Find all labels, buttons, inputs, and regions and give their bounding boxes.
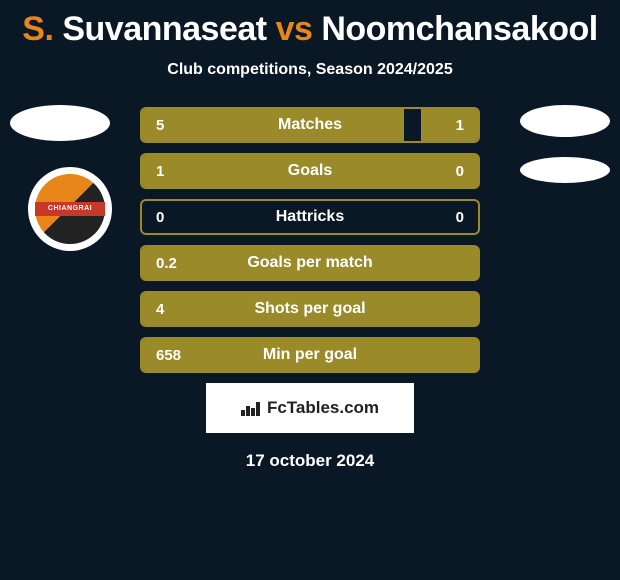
stat-value-right: 0 bbox=[456, 209, 464, 226]
chart-icon bbox=[241, 400, 263, 416]
stat-value-right: 0 bbox=[456, 163, 464, 180]
player1-avatar bbox=[10, 105, 110, 141]
stat-row: 1Goals0 bbox=[140, 153, 480, 189]
club-logo-icon: CHIANGRAI bbox=[35, 174, 105, 244]
stat-bars: 5Matches11Goals00Hattricks00.2Goals per … bbox=[140, 107, 480, 373]
comparison-title: S. Suvannaseat vs Noomchansakool bbox=[0, 0, 620, 49]
badge-text: FcTables.com bbox=[267, 398, 379, 418]
club-logo-band: CHIANGRAI bbox=[35, 202, 105, 216]
player1-last: Suvannaseat bbox=[62, 10, 266, 48]
stat-value-right: 1 bbox=[456, 117, 464, 134]
stat-row: 4Shots per goal bbox=[140, 291, 480, 327]
player1-club-logo: CHIANGRAI bbox=[28, 167, 112, 251]
player2-name: Noomchansakool bbox=[321, 10, 597, 48]
stat-label: Hattricks bbox=[142, 208, 478, 226]
stat-label: Shots per goal bbox=[142, 300, 478, 318]
stats-area: CHIANGRAI 5Matches11Goals00Hattricks00.2… bbox=[0, 107, 620, 373]
player1-first: S. bbox=[22, 10, 53, 48]
player2-club-avatar bbox=[520, 157, 610, 183]
stat-row: 5Matches1 bbox=[140, 107, 480, 143]
stat-row: 658Min per goal bbox=[140, 337, 480, 373]
stat-label: Goals per match bbox=[142, 254, 478, 272]
stat-row: 0.2Goals per match bbox=[140, 245, 480, 281]
source-badge[interactable]: FcTables.com bbox=[206, 383, 414, 433]
stat-label: Goals bbox=[142, 162, 478, 180]
subtitle: Club competitions, Season 2024/2025 bbox=[0, 61, 620, 79]
stat-label: Min per goal bbox=[142, 346, 478, 364]
player2-avatar bbox=[520, 105, 610, 137]
date-label: 17 october 2024 bbox=[0, 451, 620, 471]
stat-row: 0Hattricks0 bbox=[140, 199, 480, 235]
vs-word: vs bbox=[276, 10, 313, 48]
stat-label: Matches bbox=[142, 116, 478, 134]
